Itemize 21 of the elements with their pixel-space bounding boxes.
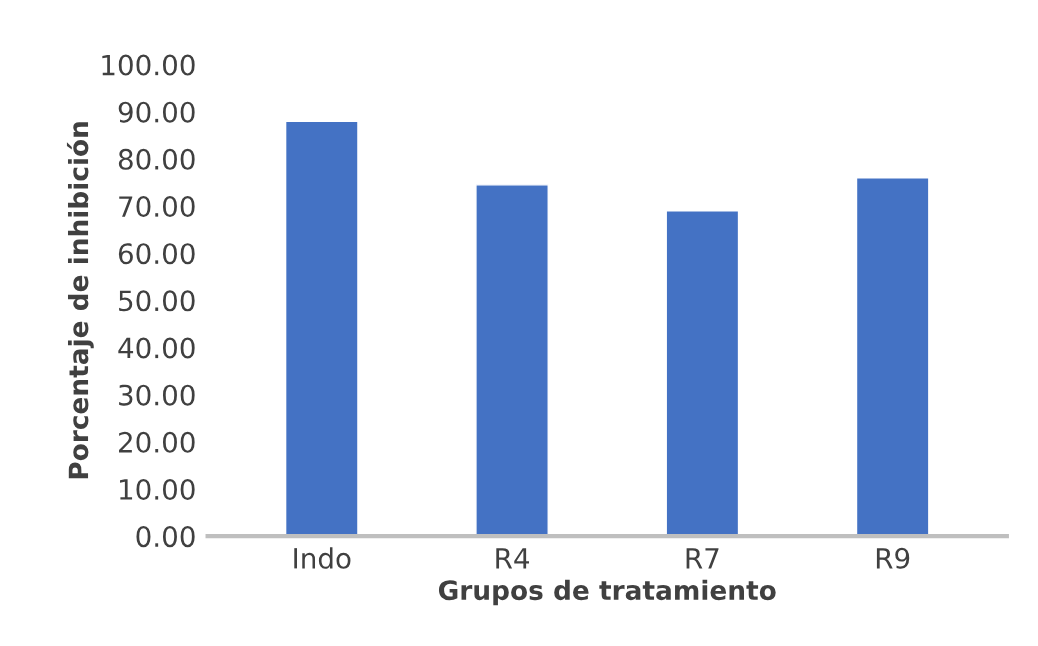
- y-axis-title: Porcentaje de inhibición: [66, 122, 94, 479]
- y-tick-label: 40.00: [118, 337, 195, 359]
- y-tick-label: 90.00: [118, 101, 195, 123]
- x-tick-label: R7: [686, 548, 719, 569]
- x-tick-label: Indo: [294, 547, 351, 569]
- bar: [665, 210, 740, 537]
- x-axis-title: Grupos de tratamiento: [438, 579, 776, 606]
- y-tick-label: 70.00: [119, 196, 195, 218]
- y-tick-label: 100.00: [102, 54, 195, 76]
- bar: [475, 184, 549, 537]
- y-tick-label: 30.00: [119, 384, 195, 406]
- bar: [284, 120, 359, 537]
- x-tick-label: R4: [496, 548, 530, 569]
- y-tick-label: 60.00: [118, 243, 195, 265]
- y-tick-label: 0.00: [136, 526, 195, 548]
- y-tick-label: 20.00: [119, 431, 195, 453]
- x-tick-label: R9: [876, 547, 910, 569]
- y-tick-label: 50.00: [119, 290, 195, 312]
- y-tick-label: 10.00: [120, 478, 195, 500]
- bar: [855, 177, 930, 537]
- y-tick-label: 80.00: [118, 148, 195, 170]
